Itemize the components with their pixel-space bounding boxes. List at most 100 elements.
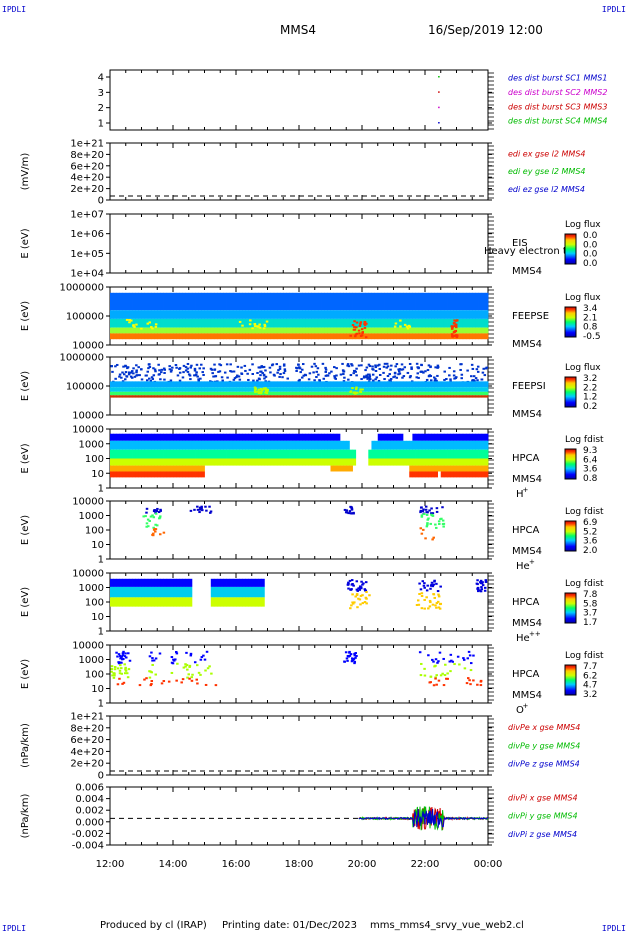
spectrogram-dot-feepsi xyxy=(264,369,267,372)
spectrogram-cell-feepse xyxy=(261,292,265,311)
spectrogram-dot-hpca_he1 xyxy=(349,505,352,508)
spectrogram-cell-feepsi xyxy=(289,387,294,392)
spectrogram-dot-hpca_o xyxy=(453,663,456,666)
spectrogram-cell-feepse xyxy=(113,292,117,311)
spectrogram-cell-hpca_h xyxy=(462,471,467,478)
spectrogram-cell-hpca_h xyxy=(144,471,149,478)
spectrogram-dot-hpca_o xyxy=(355,654,358,657)
spectrogram-cell-feepse xyxy=(179,333,183,340)
spectrogram-cell-feepse xyxy=(402,333,407,340)
spectrogram-cell-hpca_h xyxy=(428,465,432,472)
spectrogram-dot-hpca_o xyxy=(469,662,473,665)
spectrogram-cell-feepse xyxy=(339,310,344,319)
spectrogram-cell-hpca_h xyxy=(191,449,196,459)
spectrogram-cell-hpca_h xyxy=(116,440,120,450)
spectrogram-dot-hpca_he1 xyxy=(204,505,207,508)
spectrogram-cell-hpca_h xyxy=(280,440,284,450)
spectrogram-cell-hpca_h xyxy=(472,433,476,441)
spectrogram-dot-feepse xyxy=(363,326,367,329)
spectrogram-cell-feepsi xyxy=(402,391,407,396)
spectrogram-dot-hpca_he2 xyxy=(431,603,435,606)
spectrogram-cell-feepse xyxy=(437,310,442,319)
spectrogram-cell-feepsi xyxy=(396,395,401,398)
spectrogram-dot-feepsi xyxy=(160,371,163,374)
spectrogram-cell-hpca_h xyxy=(157,471,161,478)
spectrogram-cell-hpca_h xyxy=(343,458,347,466)
spectrogram-dot-hpca_o xyxy=(467,677,470,680)
spectrogram-cell-hpca_h xyxy=(217,449,221,459)
spectrogram-cell-feepse xyxy=(453,292,457,311)
legend-label-edi: edi ey gse l2 MMS4 xyxy=(508,167,586,176)
spectrogram-cell-feepse xyxy=(226,292,231,311)
spectrogram-cell-feepse xyxy=(447,333,451,340)
spectrogram-cell-hpca_he2 xyxy=(248,578,253,587)
spectrogram-dot-hpca_he1 xyxy=(437,520,441,523)
spectrogram-cell-feepsi xyxy=(245,395,249,398)
spectrogram-cell-feepse xyxy=(116,292,120,311)
spectrogram-cell-feepse xyxy=(434,310,438,319)
spectrogram-dot-feepsi xyxy=(378,373,382,376)
spectrogram-cell-feepse xyxy=(377,333,382,340)
spectrogram-cell-hpca_h xyxy=(478,449,483,459)
spectrogram-cell-hpca_h xyxy=(456,458,461,466)
spectrogram-cell-feepse xyxy=(236,327,240,334)
spectrogram-cell-hpca_h xyxy=(119,449,123,459)
spectrogram-cell-feepse xyxy=(409,318,413,328)
spectrogram-cell-feepse xyxy=(371,318,375,328)
spectrogram-cell-hpca_he2 xyxy=(154,597,158,607)
spectrogram-cell-hpca_he2 xyxy=(125,586,130,598)
spectrogram-cell-feepsi xyxy=(122,381,127,388)
spectrogram-dot-hpca_o xyxy=(154,657,158,660)
spectrogram-dot-hpca_o xyxy=(204,683,208,686)
spectrogram-dot-hpca_o xyxy=(446,677,449,680)
spectrogram-cell-feepsi xyxy=(220,387,224,392)
spectrogram-cell-feepse xyxy=(431,333,435,340)
spectrogram-cell-feepse xyxy=(242,310,246,319)
spectrogram-dot-hpca_he1 xyxy=(152,526,155,529)
spectrogram-dot-feepse xyxy=(394,322,398,325)
spectrogram-dot-feepsi xyxy=(135,371,138,374)
spectrogram-cell-hpca_h xyxy=(469,449,473,459)
spectrogram-dot-feepsi xyxy=(427,364,431,367)
spectrogram-cell-feepse xyxy=(176,310,180,319)
spectrogram-cell-hpca_he2 xyxy=(236,578,240,587)
spectrogram-cell-feepse xyxy=(245,292,249,311)
spectrogram-cell-feepse xyxy=(324,292,328,311)
spectrogram-dot-feepsi xyxy=(223,371,227,374)
spectrogram-cell-feepsi xyxy=(352,381,357,388)
spectrogram-dot-feepse xyxy=(357,329,361,332)
corner-label-bottom-left: IPDLI xyxy=(2,924,27,933)
spectrogram-cell-hpca_he2 xyxy=(220,578,224,587)
spectrogram-dot-feepse xyxy=(148,321,152,324)
spectrogram-cell-feepsi xyxy=(402,395,407,398)
spectrogram-cell-feepse xyxy=(125,318,130,328)
colorbar-tick-label-hpca_he1: 6.9 xyxy=(583,518,598,528)
spectrogram-dot-hpca_he1 xyxy=(159,515,162,518)
spectrogram-cell-feepse xyxy=(150,327,155,334)
y-axis-label-divpe: (nPa/km) xyxy=(20,723,31,768)
spectrogram-dot-hpca_o xyxy=(442,657,445,660)
spectrogram-cell-hpca_he2 xyxy=(157,578,161,587)
spectrogram-cell-hpca_h xyxy=(132,458,136,466)
spectrogram-cell-hpca_he2 xyxy=(210,597,215,607)
spectrogram-cell-feepse xyxy=(163,327,168,334)
spectrogram-dot-feepsi xyxy=(110,365,113,368)
spectrogram-dot-feepsi xyxy=(354,388,358,391)
spectrogram-cell-feepse xyxy=(144,310,149,319)
spectrogram-dot-feepsi xyxy=(279,373,282,376)
spectrogram-cell-feepse xyxy=(125,292,130,311)
instrument-label-hpca_h: HPCA xyxy=(512,453,540,464)
spectrogram-dot-hpca_o xyxy=(162,680,166,683)
spectrogram-cell-feepsi xyxy=(150,381,155,388)
spectrogram-cell-hpca_h xyxy=(311,440,316,450)
spectrogram-dot-hpca_o xyxy=(456,655,460,658)
spectrogram-cell-feepse xyxy=(132,310,136,319)
spectrogram-cell-hpca_h xyxy=(384,449,388,459)
spectrogram-cell-hpca_h xyxy=(380,458,385,466)
spectrogram-dot-hpca_o xyxy=(116,683,120,686)
spectrogram-dot-hpca_he2 xyxy=(422,584,426,587)
spectrogram-dot-feepsi xyxy=(360,378,363,381)
spectrogram-dot-feepsi xyxy=(144,374,148,377)
spectrogram-cell-feepse xyxy=(317,333,322,340)
